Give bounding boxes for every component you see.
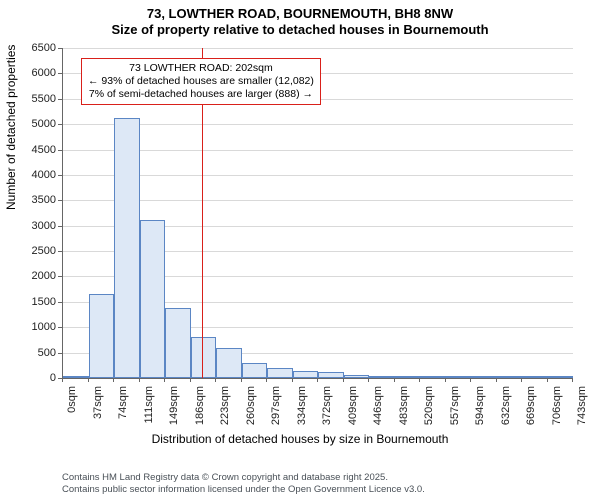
x-tick-label: 186sqm	[194, 386, 206, 436]
gridline	[63, 150, 573, 151]
x-tick-mark	[241, 378, 242, 382]
histogram-bar	[420, 376, 446, 378]
x-tick-label: 446sqm	[372, 386, 384, 436]
x-tick-mark	[62, 378, 63, 382]
x-tick-mark	[470, 378, 471, 382]
x-tick-mark	[190, 378, 191, 382]
x-tick-mark	[266, 378, 267, 382]
x-tick-label: 706sqm	[551, 386, 563, 436]
x-tick-label: 594sqm	[474, 386, 486, 436]
x-tick-label: 743sqm	[576, 386, 588, 436]
x-tick-mark	[139, 378, 140, 382]
x-tick-label: 632sqm	[500, 386, 512, 436]
x-tick-label: 557sqm	[449, 386, 461, 436]
x-tick-mark	[572, 378, 573, 382]
x-tick-label: 372sqm	[321, 386, 333, 436]
annotation-box: 73 LOWTHER ROAD: 202sqm ← 93% of detache…	[81, 58, 321, 105]
histogram-bar	[89, 294, 115, 378]
x-tick-mark	[164, 378, 165, 382]
x-tick-label: 149sqm	[168, 386, 180, 436]
histogram-bar	[369, 376, 395, 378]
histogram-bar	[114, 118, 140, 378]
x-tick-label: 334sqm	[296, 386, 308, 436]
annotation-line-1: 73 LOWTHER ROAD: 202sqm	[88, 62, 314, 75]
y-tick-label: 4000	[6, 169, 56, 181]
gridline	[63, 124, 573, 125]
y-tick-label: 6000	[6, 67, 56, 79]
x-tick-label: 0sqm	[66, 386, 78, 436]
x-tick-label: 111sqm	[143, 386, 155, 436]
x-tick-mark	[292, 378, 293, 382]
y-tick-label: 2000	[6, 270, 56, 282]
y-tick-label: 4500	[6, 144, 56, 156]
x-tick-mark	[88, 378, 89, 382]
histogram-bar	[267, 368, 293, 378]
histogram-bar	[191, 337, 217, 378]
footer-line-1: Contains HM Land Registry data © Crown c…	[62, 472, 425, 484]
x-axis-label: Distribution of detached houses by size …	[0, 432, 600, 446]
y-tick-label: 2500	[6, 245, 56, 257]
histogram-bar	[497, 376, 523, 378]
x-tick-mark	[394, 378, 395, 382]
chart-title-block: 73, LOWTHER ROAD, BOURNEMOUTH, BH8 8NW S…	[0, 0, 600, 39]
title-line-2: Size of property relative to detached ho…	[0, 22, 600, 38]
x-tick-mark	[368, 378, 369, 382]
x-tick-mark	[113, 378, 114, 382]
x-tick-mark	[215, 378, 216, 382]
histogram-bar	[446, 376, 472, 378]
x-tick-mark	[521, 378, 522, 382]
histogram-bar	[216, 348, 242, 378]
x-tick-mark	[343, 378, 344, 382]
y-tick-label: 3500	[6, 194, 56, 206]
histogram-bar	[344, 375, 370, 378]
annotation-line-2: ← 93% of detached houses are smaller (12…	[88, 75, 314, 88]
y-tick-label: 500	[6, 347, 56, 359]
y-tick-label: 1000	[6, 321, 56, 333]
histogram-bar	[318, 372, 344, 378]
x-tick-label: 260sqm	[245, 386, 257, 436]
histogram-bar	[395, 376, 421, 378]
histogram-bar	[522, 376, 548, 378]
y-tick-label: 5000	[6, 118, 56, 130]
x-tick-mark	[547, 378, 548, 382]
y-tick-label: 6500	[6, 42, 56, 54]
x-tick-label: 37sqm	[92, 386, 104, 436]
y-tick-label: 1500	[6, 296, 56, 308]
title-line-1: 73, LOWTHER ROAD, BOURNEMOUTH, BH8 8NW	[0, 6, 600, 22]
x-tick-mark	[419, 378, 420, 382]
histogram-bar	[293, 371, 319, 378]
x-tick-label: 483sqm	[398, 386, 410, 436]
x-tick-label: 74sqm	[117, 386, 129, 436]
footer-line-2: Contains public sector information licen…	[62, 484, 425, 496]
annotation-line-3: 7% of semi-detached houses are larger (8…	[88, 88, 314, 101]
gridline	[63, 175, 573, 176]
gridline	[63, 200, 573, 201]
y-tick-label: 0	[6, 372, 56, 384]
x-tick-mark	[496, 378, 497, 382]
x-tick-label: 520sqm	[423, 386, 435, 436]
x-tick-label: 297sqm	[270, 386, 282, 436]
histogram-bar	[165, 308, 191, 378]
x-tick-label: 669sqm	[525, 386, 537, 436]
gridline	[63, 48, 573, 49]
y-tick-label: 5500	[6, 93, 56, 105]
histogram-bar	[548, 376, 574, 378]
x-tick-label: 409sqm	[347, 386, 359, 436]
plot-area: 73 LOWTHER ROAD: 202sqm ← 93% of detache…	[62, 48, 573, 379]
histogram-bar	[471, 376, 497, 378]
histogram-bar	[63, 376, 89, 378]
histogram-bar	[242, 363, 268, 378]
x-tick-label: 223sqm	[219, 386, 231, 436]
x-tick-mark	[445, 378, 446, 382]
histogram-bar	[140, 220, 166, 378]
footer-attribution: Contains HM Land Registry data © Crown c…	[62, 472, 425, 496]
chart-container: Number of detached properties 0500100015…	[0, 40, 600, 435]
x-tick-mark	[317, 378, 318, 382]
y-tick-label: 3000	[6, 220, 56, 232]
